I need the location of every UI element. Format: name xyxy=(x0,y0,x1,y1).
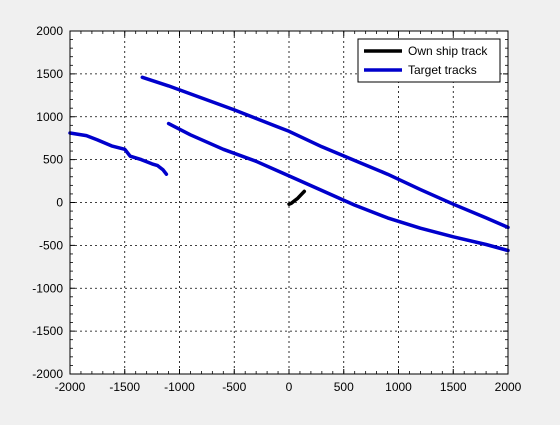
y-tick-label: 0 xyxy=(56,196,63,210)
x-tick-label: -500 xyxy=(222,380,246,394)
x-tick-label: -1000 xyxy=(164,380,195,394)
y-tick-label: -500 xyxy=(39,238,63,252)
y-tick-label: 1500 xyxy=(36,67,63,81)
y-tick-label: -1000 xyxy=(32,281,63,295)
x-tick-labels: -2000 -1500 -1000 -500 0 500 1000 1500 2000 xyxy=(55,380,522,394)
y-tick-label: 2000 xyxy=(36,24,63,38)
x-tick-label: 1500 xyxy=(440,380,467,394)
y-tick-label: -2000 xyxy=(32,367,63,381)
y-tick-label: 500 xyxy=(43,153,63,167)
x-tick-label: 0 xyxy=(286,380,293,394)
y-tick-label: -1500 xyxy=(32,324,63,338)
legend-box xyxy=(357,38,501,83)
target-track-line-2 xyxy=(166,121,510,253)
y-tick-labels: -2000 -1500 -1000 -500 0 500 1000 1500 2000 xyxy=(32,24,63,381)
series-group xyxy=(68,75,510,253)
target-track-line-1 xyxy=(140,75,510,230)
x-tick-label: 500 xyxy=(334,380,354,394)
legend: Own ship track Target tracks xyxy=(357,38,501,83)
x-tick-label: 2000 xyxy=(495,380,522,394)
y-tick-label: 1000 xyxy=(36,110,63,124)
x-tick-label: -2000 xyxy=(55,380,86,394)
own-ship-track-line xyxy=(287,189,307,206)
legend-label-own-ship: Own ship track xyxy=(408,44,488,58)
target-track-line-3 xyxy=(68,131,169,176)
x-tick-label: 1000 xyxy=(385,380,412,394)
legend-label-target: Target tracks xyxy=(408,63,477,77)
x-tick-label: -1500 xyxy=(109,380,140,394)
axes-frame xyxy=(69,30,509,375)
